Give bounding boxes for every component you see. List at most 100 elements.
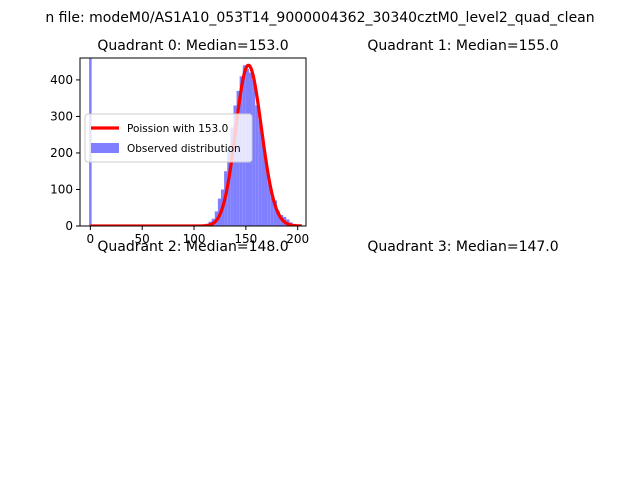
poisson-curve [360, 261, 571, 427]
panel-title: Quadrant 3: Median=147.0 [367, 239, 558, 255]
histogram-bar [490, 174, 494, 226]
histogram-bar [541, 205, 545, 226]
legend-poisson-label: Poission with 155.0 [447, 71, 548, 83]
histogram-bar [458, 225, 462, 226]
histogram-bar [261, 380, 264, 427]
histogram-bar [501, 116, 505, 226]
panel-quadrant-3: Quadrant 3: Median=147.0 [367, 239, 558, 255]
histogram-bar [475, 416, 478, 427]
axes-frame [350, 259, 576, 427]
histogram-bar [174, 425, 177, 427]
histogram-bar [190, 426, 193, 427]
histogram-bar [454, 225, 458, 226]
x-tick-label: 150 [234, 232, 257, 246]
histogram-bar [264, 160, 268, 226]
histogram-bar [519, 286, 522, 427]
y-tick-label: 100 [50, 182, 73, 196]
histogram-bar [237, 268, 240, 427]
histogram-bar [267, 182, 271, 226]
histogram-spike-bar [359, 58, 361, 226]
legend: Poission with 148.0 Observed distribution [85, 315, 252, 363]
histogram-bar [255, 344, 258, 427]
x-tick-label: 50 [135, 232, 150, 246]
legend-box [84, 113, 253, 163]
histogram-bar [193, 426, 196, 427]
y-tick-label: 300 [50, 312, 73, 326]
histogram-bar [531, 369, 534, 427]
histogram-bar [212, 402, 215, 427]
y-tick-label: 400 [50, 73, 73, 87]
histogram-bar [289, 426, 292, 427]
histogram-bar [218, 373, 221, 427]
histogram-bar [529, 144, 533, 226]
histogram-bar [513, 70, 517, 226]
y-tick-label: 400 [50, 275, 73, 289]
y-tick-label: 200 [320, 158, 343, 172]
panel-title: Quadrant 1: Median=155.0 [367, 38, 558, 54]
histogram-bar [478, 212, 482, 226]
histogram-bar [488, 362, 491, 427]
legend-observed-label: Observed distribution [127, 344, 241, 356]
x-tick-label: 200 [286, 232, 309, 246]
histogram-bar [230, 127, 234, 226]
y-tick-label: 100 [320, 188, 343, 202]
histogram-bar [233, 279, 236, 427]
histogram-bar [227, 311, 230, 427]
legend-observed-label: Observed distribution [127, 143, 241, 155]
y-tick-label: 200 [320, 348, 343, 362]
histogram-bar [522, 319, 525, 427]
histogram-bar [503, 282, 506, 427]
histogram-bar [196, 426, 199, 427]
histogram-bar [451, 426, 454, 427]
y-tick-label: 0 [335, 219, 343, 233]
x-tick-label: 0 [356, 232, 364, 246]
histogram-bar [270, 196, 274, 226]
histogram-bar [509, 79, 513, 226]
histogram-bar [535, 387, 538, 427]
y-tick-label: 400 [320, 97, 343, 111]
histogram-bar [525, 333, 528, 427]
suptitle: n file: modeM0/AS1A10_053T14_9000004362_… [45, 10, 594, 26]
x-tick-label: 0 [357, 433, 365, 447]
histogram-bar [538, 398, 541, 427]
histogram-bar [537, 189, 541, 226]
histogram-bar [474, 219, 478, 226]
histogram-bar [209, 414, 212, 427]
histogram-spike-bar [89, 259, 91, 427]
histogram-bar [486, 192, 490, 226]
histogram-bar [517, 85, 521, 226]
legend: Poission with 155.0 Observed distribution [405, 62, 572, 110]
panel-title: Quadrant 0: Median=153.0 [97, 38, 288, 54]
legend-poisson-label: Poission with 153.0 [127, 123, 228, 135]
x-tick-label: 150 [504, 433, 527, 447]
histogram-bar [510, 266, 513, 427]
histogram-bar [261, 138, 265, 226]
histogram-bar [224, 326, 227, 427]
histogram-bar [181, 426, 184, 427]
y-tick-label: 0 [65, 420, 73, 434]
histogram-bar [255, 105, 259, 226]
histogram-bar [177, 423, 180, 427]
histogram-bar [560, 224, 564, 226]
histogram-bar [460, 426, 463, 427]
histogram-bar [469, 423, 472, 427]
panel-quadrant-0: Quadrant 0: Median=153.0 0 50 100 150 200 0 10… [50, 38, 576, 447]
x-tick-label: 100 [183, 433, 206, 447]
histogram-bar [447, 426, 450, 427]
histogram-bar [221, 344, 224, 427]
histogram-bar [246, 286, 249, 427]
histogram-bar [205, 420, 208, 427]
histogram-bar [491, 344, 494, 427]
histogram-bar [277, 420, 280, 427]
legend-observed-swatch [91, 143, 119, 153]
histogram-bar [252, 79, 256, 226]
x-tick-label: 50 [405, 433, 420, 447]
x-tick-label: 0 [87, 232, 95, 246]
histogram-bar [271, 413, 274, 427]
panel-title: Quadrant 2: Median=148.0 [97, 239, 288, 255]
poisson-curve [90, 261, 301, 427]
histogram-bar [463, 425, 466, 427]
histogram-bar [544, 414, 547, 427]
histogram-bar [545, 211, 549, 226]
histogram-bar [215, 391, 218, 427]
